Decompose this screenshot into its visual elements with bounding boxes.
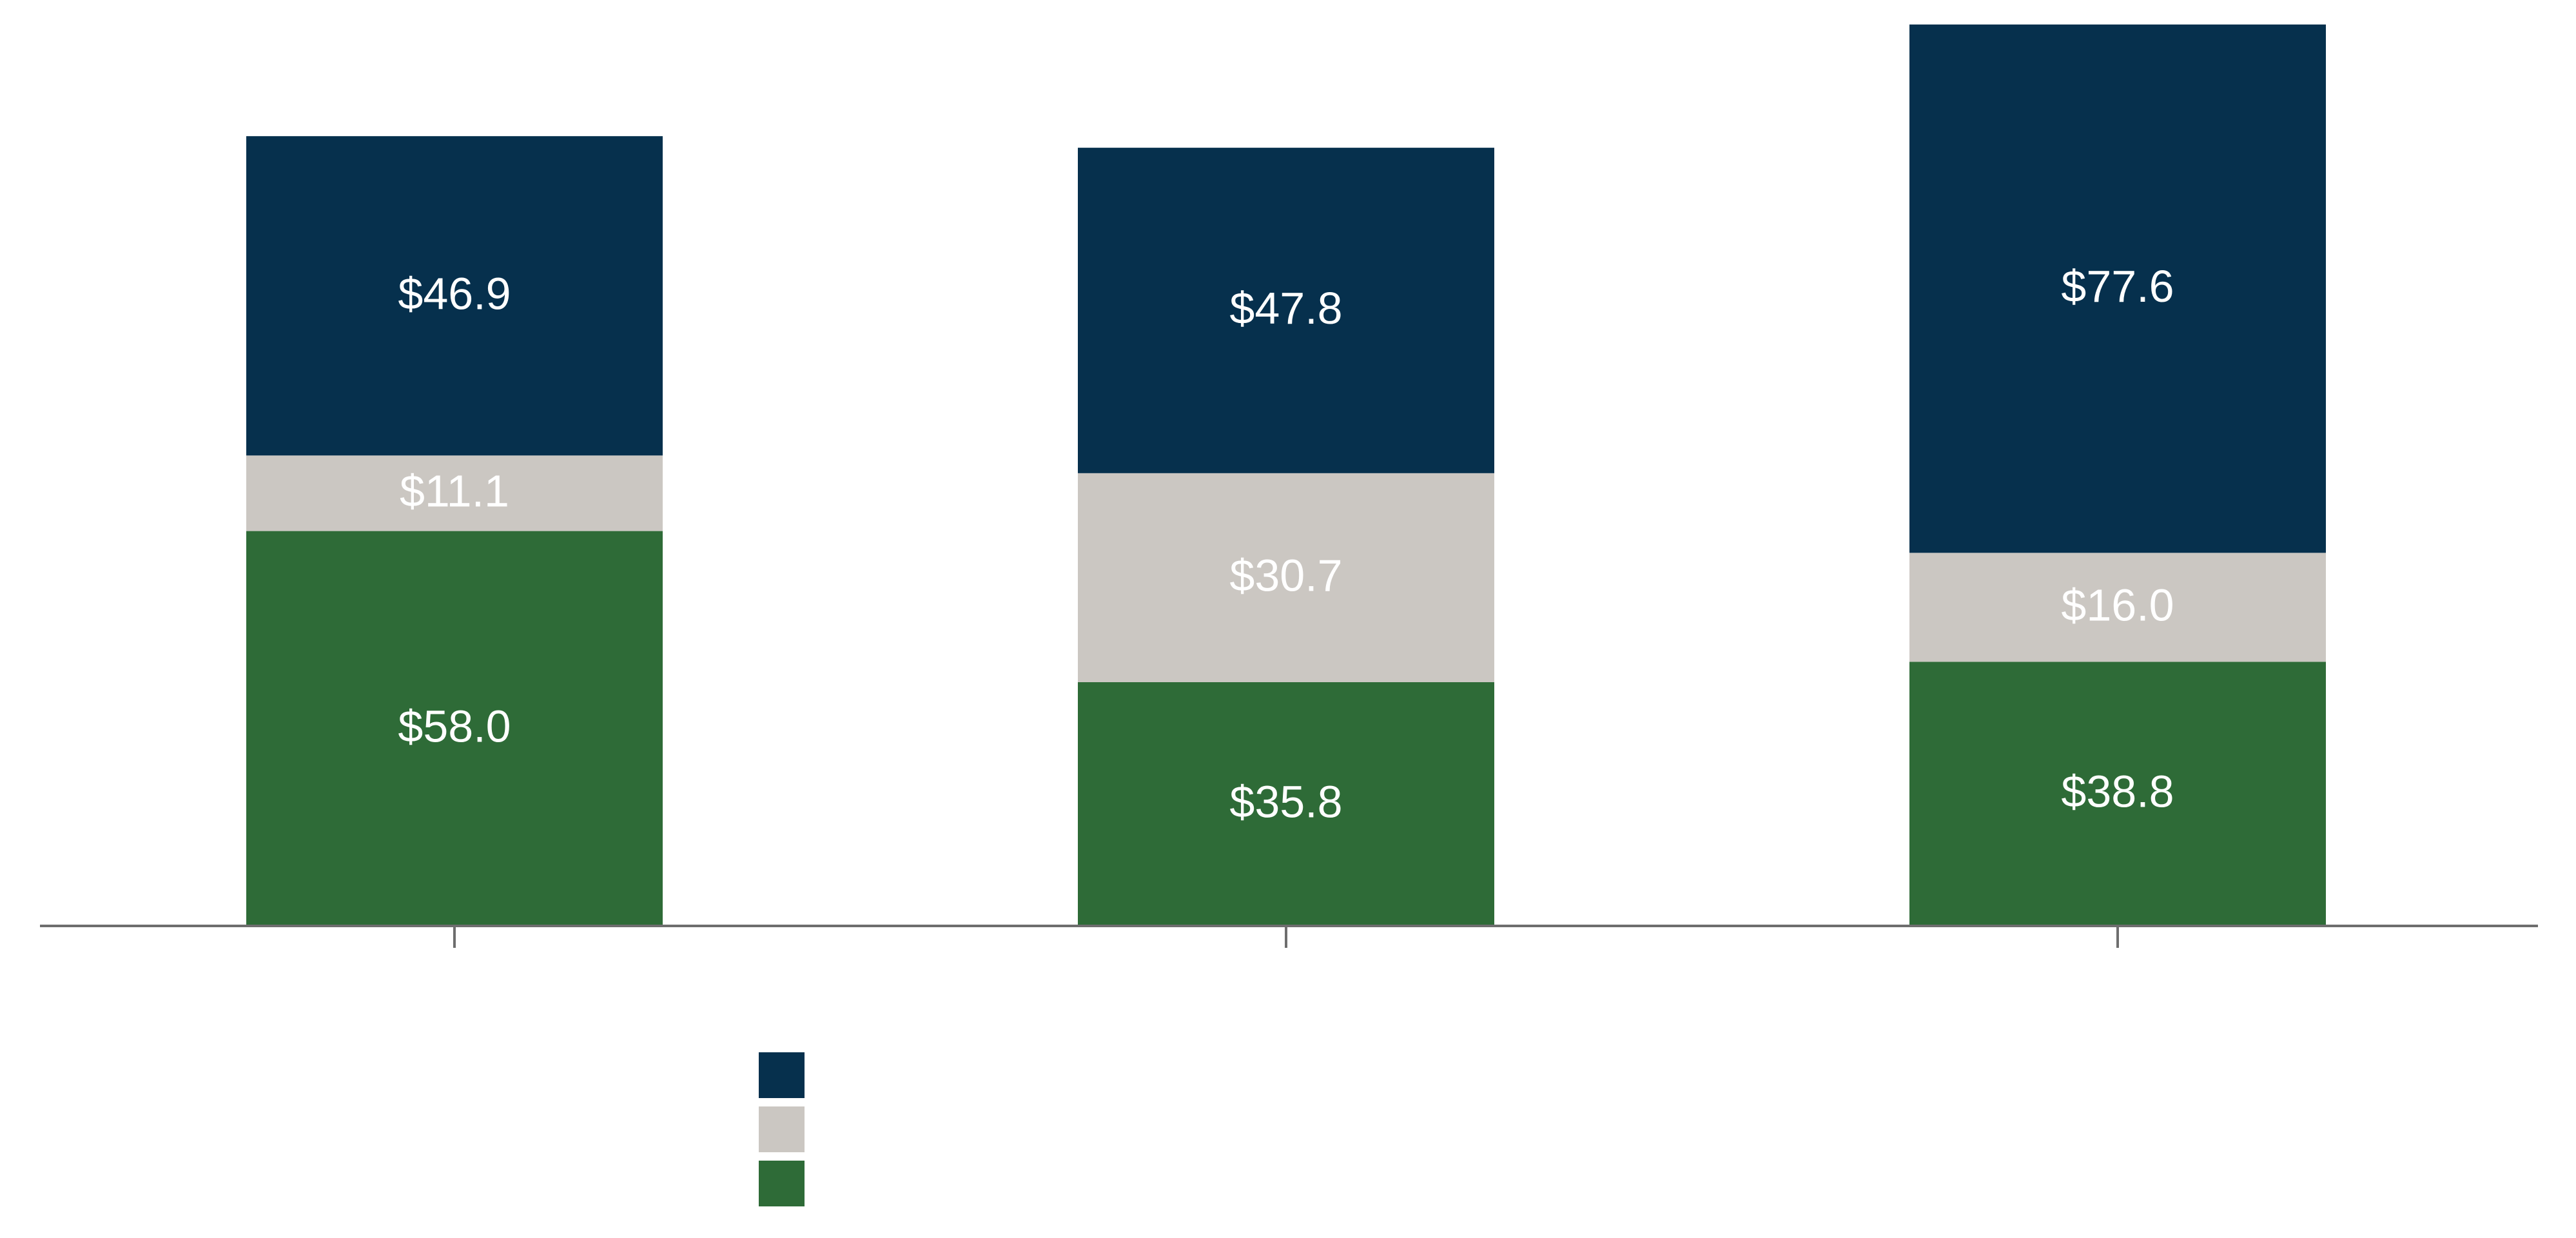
legend-swatch-3 <box>759 1161 805 1206</box>
data-label-1-3: $46.9 <box>398 268 511 319</box>
bars-layer <box>246 25 2326 926</box>
data-labels-layer: $58.0 $11.1 $46.9 $35.8 $30.7 $47.8 $38.8 $16.0… <box>398 261 2174 827</box>
data-label-2-1: $35.8 <box>1229 776 1342 827</box>
data-label-1-1: $58.0 <box>398 701 511 751</box>
bar-segment-3-3 <box>1909 25 2326 553</box>
legend-swatch-2 <box>759 1106 805 1152</box>
data-label-3-1: $38.8 <box>2061 767 2174 817</box>
legend <box>759 1052 805 1206</box>
bar-segment-1-1 <box>246 531 663 926</box>
bar-segment-1-2 <box>246 455 663 531</box>
bar-segment-2-3 <box>1078 148 1494 473</box>
data-label-1-2: $11.1 <box>400 466 509 516</box>
data-label-3-2: $16.0 <box>2061 580 2174 630</box>
bar-segment-1-3 <box>246 136 663 456</box>
bar-segment-3-1 <box>1909 662 2326 926</box>
bar-segment-3-2 <box>1909 553 2326 662</box>
bar-segment-2-1 <box>1078 682 1494 926</box>
x-axis <box>40 925 2538 948</box>
data-label-2-2: $30.7 <box>1229 550 1342 600</box>
bar-segment-2-2 <box>1078 473 1494 682</box>
data-label-2-3: $47.8 <box>1229 283 1342 333</box>
legend-swatch-1 <box>759 1052 805 1098</box>
data-label-3-3: $77.6 <box>2061 261 2174 311</box>
